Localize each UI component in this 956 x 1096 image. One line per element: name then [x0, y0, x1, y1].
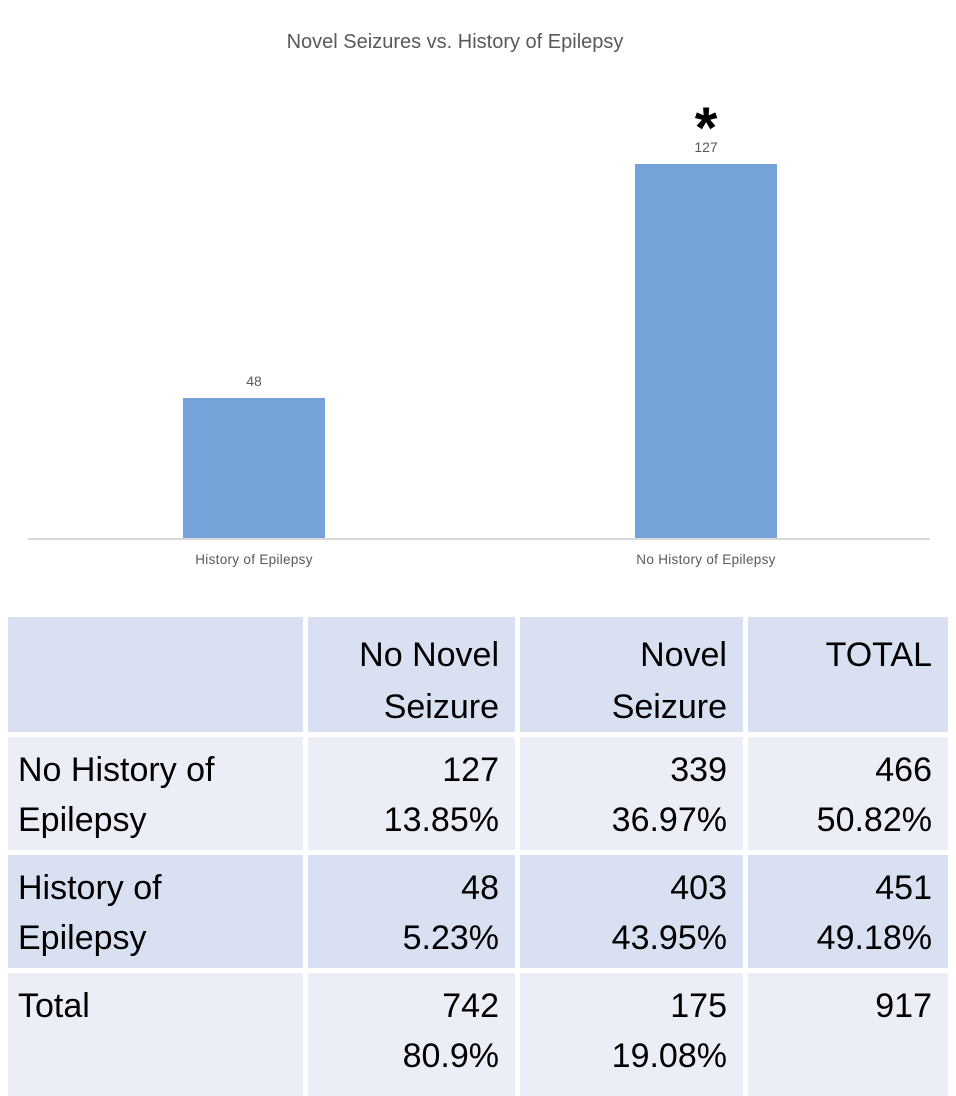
table-header-novel-seizure: Novel Seizure: [520, 617, 743, 732]
row-label-no-history-of-epilepsy: No History of Epilepsy: [8, 737, 303, 850]
plot-area: 48 127 *: [0, 0, 956, 540]
cell-total-total: 917: [748, 973, 948, 1096]
cell-history-novel: 403 43.95%: [520, 855, 743, 968]
x-axis-label-history-of-epilepsy: History of Epilepsy: [195, 552, 313, 567]
bar-group-history-of-epilepsy: 48: [183, 0, 325, 540]
table-header-total: TOTAL: [748, 617, 948, 732]
bar-group-no-history-of-epilepsy: 127 *: [635, 0, 777, 540]
cell-history-no-novel: 48 5.23%: [308, 855, 515, 968]
bar-value-label: 127: [694, 139, 718, 155]
cell-no-history-no-novel: 127 13.85%: [308, 737, 515, 850]
cell-history-total: 451 49.18%: [748, 855, 948, 968]
row-label-total: Total: [8, 973, 303, 1096]
bar-chart: Novel Seizures vs. History of Epilepsy 4…: [0, 0, 956, 567]
row-label-history-of-epilepsy: History of Epilepsy: [8, 855, 303, 968]
cell-total-novel: 175 19.08%: [520, 973, 743, 1096]
table-header-empty: [8, 617, 303, 732]
significance-asterisk: *: [694, 96, 718, 161]
x-axis-label-no-history-of-epilepsy: No History of Epilepsy: [636, 552, 776, 567]
contingency-table: No Novel Seizure Novel Seizure TOTAL No …: [8, 617, 948, 1096]
bar-value-label: 48: [246, 373, 262, 389]
bar-history-of-epilepsy: [183, 398, 325, 540]
cell-total-no-novel: 742 80.9%: [308, 973, 515, 1096]
table-header-no-novel-seizure: No Novel Seizure: [308, 617, 515, 732]
x-axis-line: [28, 538, 930, 540]
bar-no-history-of-epilepsy: [635, 164, 777, 540]
cell-no-history-novel: 339 36.97%: [520, 737, 743, 850]
cell-no-history-total: 466 50.82%: [748, 737, 948, 850]
chart-title: Novel Seizures vs. History of Epilepsy: [286, 31, 624, 53]
